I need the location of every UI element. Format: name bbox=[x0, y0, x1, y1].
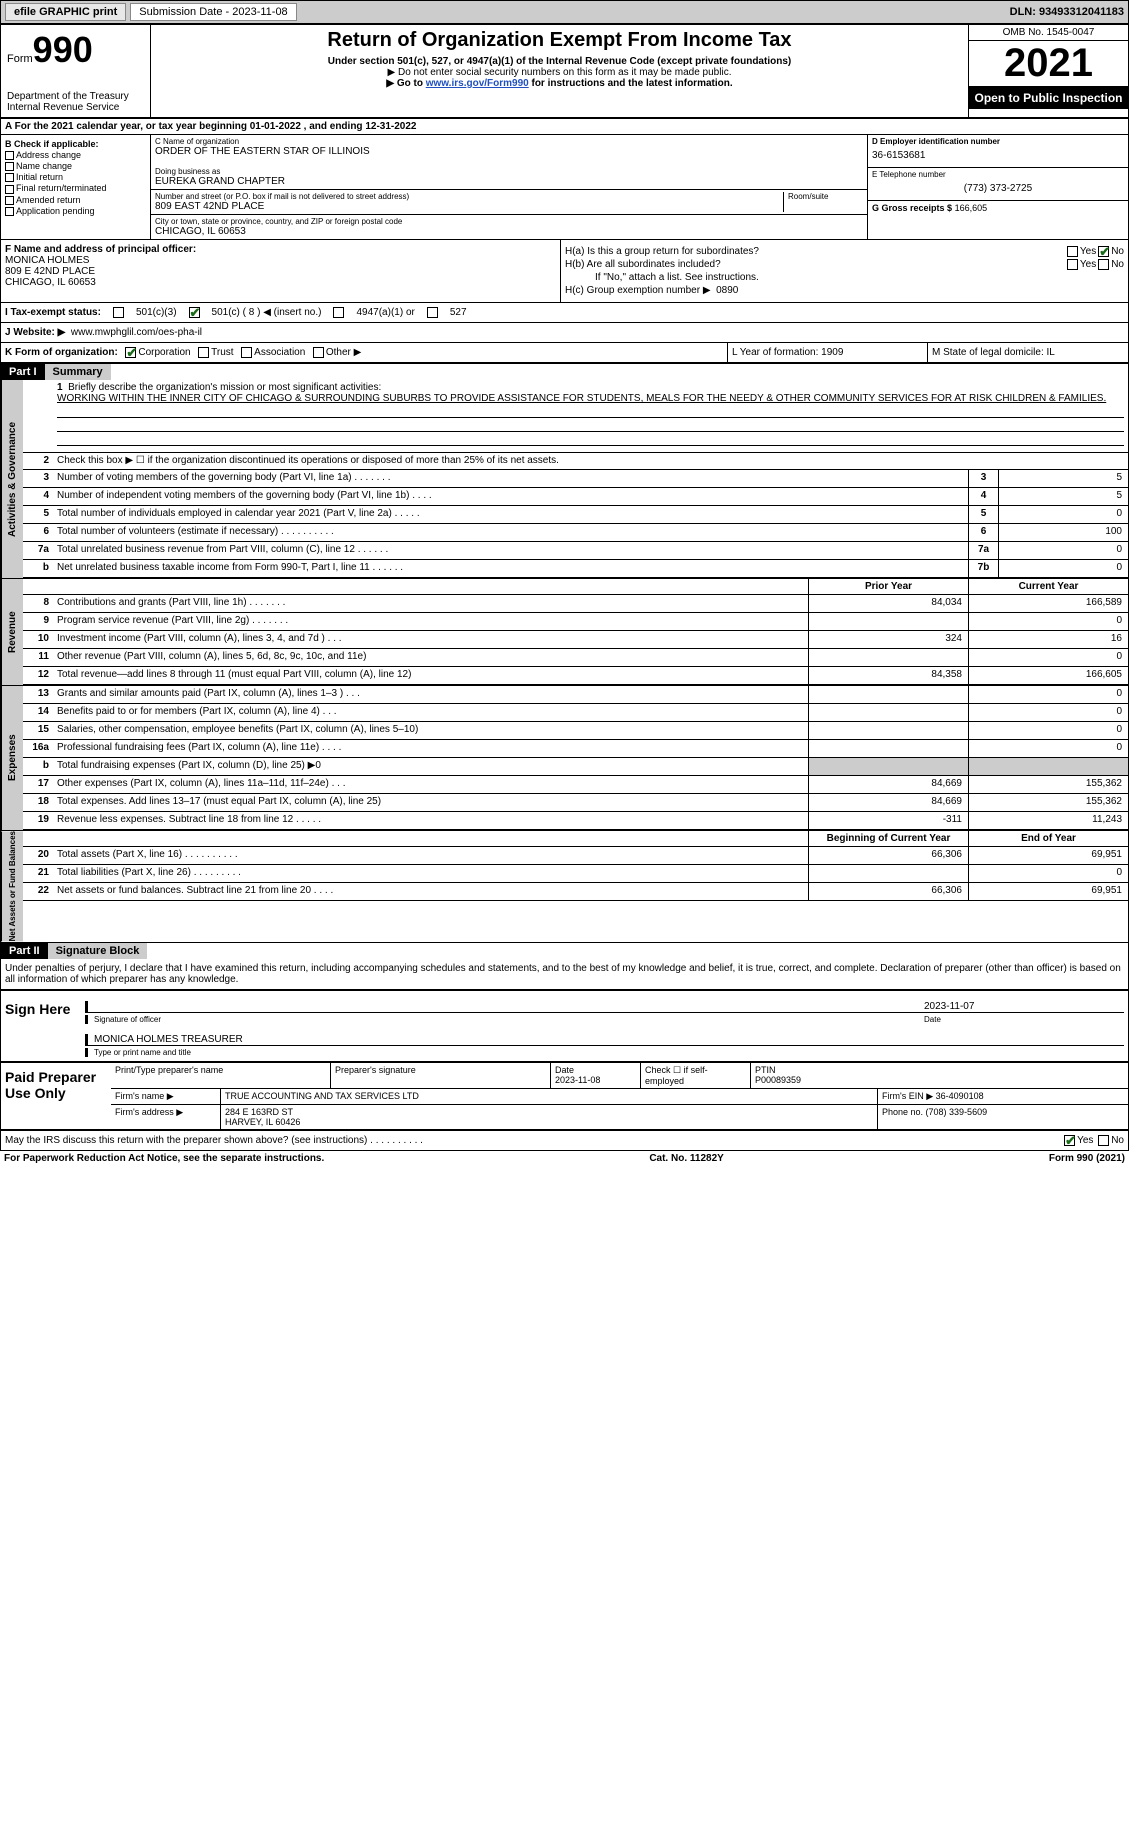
mission-text: WORKING WITHIN THE INNER CITY OF CHICAGO… bbox=[57, 393, 1106, 404]
footer-line: For Paperwork Reduction Act Notice, see … bbox=[0, 1151, 1129, 1166]
form-of-org-row: K Form of organization: Corporation Trus… bbox=[1, 343, 1128, 364]
irs-link[interactable]: www.irs.gov/Form990 bbox=[426, 78, 529, 89]
tax-exempt-status: I Tax-exempt status: 501(c)(3) 501(c) ( … bbox=[1, 303, 1128, 323]
dept-label: Department of the Treasury Internal Reve… bbox=[7, 91, 144, 113]
state-domicile: M State of legal domicile: IL bbox=[928, 343, 1128, 362]
entity-info-grid: B Check if applicable: Address change Na… bbox=[1, 135, 1128, 239]
dln-label: DLN: 93493312041183 bbox=[1010, 6, 1124, 18]
col-d-ein-tel: D Employer identification number 36-6153… bbox=[868, 135, 1128, 239]
irs-discuss-row: May the IRS discuss this return with the… bbox=[1, 1131, 1128, 1150]
gross-receipts: 166,605 bbox=[955, 203, 988, 213]
ha-no-checkbox[interactable] bbox=[1098, 246, 1109, 257]
corp-checkbox[interactable] bbox=[125, 347, 136, 358]
subtitle-3: ▶ Go to www.irs.gov/Form990 for instruct… bbox=[155, 78, 964, 89]
form-number: Form990 bbox=[7, 29, 144, 71]
paid-preparer-section: Paid Preparer Use Only Print/Type prepar… bbox=[1, 1063, 1128, 1131]
501c-checkbox[interactable] bbox=[189, 307, 200, 318]
form-header: Form990 Department of the Treasury Inter… bbox=[1, 25, 1128, 119]
sign-here-section: Sign Here 2023-11-07 Signature of office… bbox=[1, 991, 1128, 1063]
street-address: 809 EAST 42ND PLACE bbox=[155, 201, 783, 212]
expenses-section: Expenses 13Grants and similar amounts pa… bbox=[1, 686, 1128, 831]
group-exemption-num: 0890 bbox=[716, 285, 738, 296]
signature-date: 2023-11-07 bbox=[924, 1001, 1124, 1012]
principal-officer: F Name and address of principal officer:… bbox=[1, 240, 561, 302]
submission-date: Submission Date - 2023-11-08 bbox=[130, 3, 296, 21]
part-ii-header: Part IISignature Block bbox=[1, 943, 1128, 959]
telephone: (773) 373-2725 bbox=[872, 179, 1124, 198]
firm-address: 284 E 163RD ST HARVEY, IL 60426 bbox=[221, 1105, 878, 1129]
net-assets-section: Net Assets or Fund Balances Beginning of… bbox=[1, 831, 1128, 942]
open-to-public: Open to Public Inspection bbox=[969, 87, 1128, 109]
col-c-org-info: C Name of organization ORDER OF THE EAST… bbox=[151, 135, 868, 239]
firm-name: TRUE ACCOUNTING AND TAX SERVICES LTD bbox=[221, 1089, 878, 1104]
form-title: Return of Organization Exempt From Incom… bbox=[155, 29, 964, 52]
officer-name: MONICA HOLMES TREASURER bbox=[85, 1034, 1124, 1045]
tax-year: 2021 bbox=[969, 41, 1128, 87]
revenue-section: Revenue Prior YearCurrent Year 8Contribu… bbox=[1, 579, 1128, 686]
ein-value: 36-6153681 bbox=[872, 146, 1124, 165]
col-b-checkboxes: B Check if applicable: Address change Na… bbox=[1, 135, 151, 239]
perjury-declaration: Under penalties of perjury, I declare th… bbox=[1, 959, 1128, 991]
subtitle-1: Under section 501(c), 527, or 4947(a)(1)… bbox=[155, 56, 964, 67]
city-state-zip: CHICAGO, IL 60653 bbox=[155, 226, 863, 237]
activities-governance-section: Activities & Governance 1 Briefly descri… bbox=[1, 380, 1128, 579]
group-return-section: H(a) Is this a group return for subordin… bbox=[561, 240, 1128, 302]
firm-phone: Phone no. (708) 339-5609 bbox=[878, 1105, 1128, 1129]
subtitle-2: ▶ Do not enter social security numbers o… bbox=[155, 67, 964, 78]
firm-ein: Firm's EIN ▶ 36-4090108 bbox=[878, 1089, 1128, 1104]
efile-print-button[interactable]: efile GRAPHIC print bbox=[5, 3, 126, 21]
org-name: ORDER OF THE EASTERN STAR OF ILLINOIS bbox=[155, 146, 863, 157]
website-value: www.mwphglil.com/oes-pha-il bbox=[71, 327, 202, 338]
form-990: Form990 Department of the Treasury Inter… bbox=[0, 24, 1129, 1151]
dba-name: EUREKA GRAND CHAPTER bbox=[155, 176, 863, 187]
part-i-header: Part ISummary bbox=[1, 364, 1128, 380]
discuss-yes-checkbox[interactable] bbox=[1064, 1135, 1075, 1146]
row-a-tax-year: A For the 2021 calendar year, or tax yea… bbox=[1, 119, 1128, 135]
website-row: J Website: ▶ www.mwphglil.com/oes-pha-il bbox=[1, 323, 1128, 343]
omb-number: OMB No. 1545-0047 bbox=[969, 25, 1128, 41]
year-formation: L Year of formation: 1909 bbox=[728, 343, 928, 362]
top-toolbar: efile GRAPHIC print Submission Date - 20… bbox=[0, 0, 1129, 24]
